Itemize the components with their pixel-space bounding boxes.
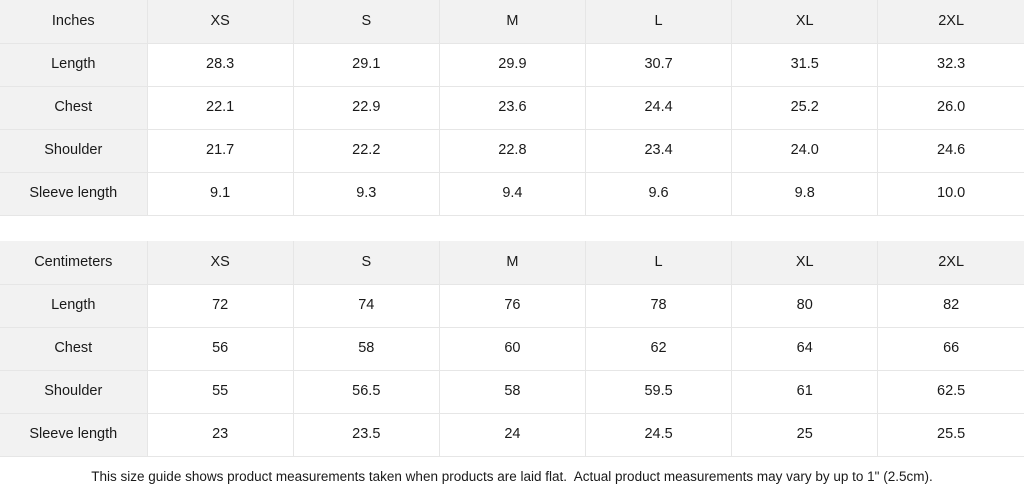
cell-length-2xl: 82 [877,284,1024,328]
cell-chest-s: 58 [293,327,440,371]
table-row: Length 72 74 76 78 80 82 [0,284,1024,328]
row-label-sleeve-length: Sleeve length [0,172,148,215]
cell-sleeve-length-xl: 9.8 [731,172,879,215]
cell-chest-2xl: 66 [877,327,1024,371]
cell-sleeve-length-l: 24.5 [585,413,733,456]
unit-label-inches: Inches [0,0,148,44]
cell-length-m: 29.9 [439,43,586,87]
table-row: Shoulder 55 56.5 58 59.5 61 62.5 [0,370,1024,414]
cell-shoulder-xs: 21.7 [147,129,294,173]
cell-shoulder-xl: 61 [731,370,879,414]
cell-sleeve-length-m: 24 [439,413,586,456]
cell-sleeve-length-xs: 23 [147,413,294,456]
cell-chest-xs: 56 [147,327,294,371]
row-label-chest: Chest [0,86,148,130]
row-label-shoulder: Shoulder [0,129,148,173]
table-row: Chest 22.1 22.9 23.6 24.4 25.2 26.0 [0,86,1024,130]
column-header-l: L [585,241,733,285]
cell-sleeve-length-l: 9.6 [585,172,733,215]
cell-chest-xl: 25.2 [731,86,879,130]
column-header-xl: XL [731,0,879,44]
column-header-2xl: 2XL [877,0,1024,44]
cell-sleeve-length-2xl: 25.5 [877,413,1024,456]
table-row: Sleeve length 23 23.5 24 24.5 25 25.5 [0,413,1024,456]
column-header-m: M [439,0,586,44]
cell-shoulder-m: 22.8 [439,129,586,173]
cell-sleeve-length-xl: 25 [731,413,879,456]
column-header-m: M [439,241,586,285]
cell-sleeve-length-2xl: 10.0 [877,172,1024,215]
row-label-sleeve-length: Sleeve length [0,413,148,456]
row-label-chest: Chest [0,327,148,371]
row-label-shoulder: Shoulder [0,370,148,414]
table-row: Sleeve length 9.1 9.3 9.4 9.6 9.8 10.0 [0,172,1024,215]
cell-shoulder-xl: 24.0 [731,129,879,173]
cell-chest-m: 60 [439,327,586,371]
column-header-xs: XS [147,0,294,44]
table-row: Chest 56 58 60 62 64 66 [0,327,1024,371]
inches-table-body: Length 28.3 29.1 29.9 30.7 31.5 32.3 Che… [0,43,1024,215]
column-header-xs: XS [147,241,294,285]
cell-shoulder-l: 23.4 [585,129,733,173]
centimeters-table-body: Length 72 74 76 78 80 82 Chest 56 58 60 … [0,284,1024,456]
cell-chest-m: 23.6 [439,86,586,130]
inches-table-header: Inches XS S M L XL 2XL [0,0,1024,44]
inches-table-block: Inches XS S M L XL 2XL Length 28.3 29.1 … [0,0,1024,216]
cell-chest-xl: 64 [731,327,879,371]
cell-length-m: 76 [439,284,586,328]
cell-sleeve-length-m: 9.4 [439,172,586,215]
cell-chest-l: 24.4 [585,86,733,130]
cell-sleeve-length-xs: 9.1 [147,172,294,215]
cell-shoulder-l: 59.5 [585,370,733,414]
cell-length-s: 74 [293,284,440,328]
table-row: Length 28.3 29.1 29.9 30.7 31.5 32.3 [0,43,1024,87]
size-guide-footnote: This size guide shows product measuremen… [0,457,1024,496]
inches-size-table: Inches XS S M L XL 2XL Length 28.3 29.1 … [0,0,1024,215]
cell-shoulder-s: 22.2 [293,129,440,173]
centimeters-table-block: Centimeters XS S M L XL 2XL Length 72 74… [0,241,1024,457]
column-header-2xl: 2XL [877,241,1024,285]
column-header-xl: XL [731,241,879,285]
column-header-s: S [293,241,440,285]
cell-chest-2xl: 26.0 [877,86,1024,130]
cell-sleeve-length-s: 9.3 [293,172,440,215]
cell-shoulder-xs: 55 [147,370,294,414]
cell-sleeve-length-s: 23.5 [293,413,440,456]
unit-label-centimeters: Centimeters [0,241,148,285]
header-row: Inches XS S M L XL 2XL [0,0,1024,44]
centimeters-table-header: Centimeters XS S M L XL 2XL [0,241,1024,285]
cell-length-xl: 80 [731,284,879,328]
cell-chest-l: 62 [585,327,733,371]
centimeters-size-table: Centimeters XS S M L XL 2XL Length 72 74… [0,241,1024,456]
header-row: Centimeters XS S M L XL 2XL [0,241,1024,285]
cell-length-xl: 31.5 [731,43,879,87]
row-label-length: Length [0,284,148,328]
cell-shoulder-m: 58 [439,370,586,414]
cell-length-l: 78 [585,284,733,328]
cell-shoulder-s: 56.5 [293,370,440,414]
cell-shoulder-2xl: 62.5 [877,370,1024,414]
table-row: Shoulder 21.7 22.2 22.8 23.4 24.0 24.6 [0,129,1024,173]
cell-length-l: 30.7 [585,43,733,87]
cell-chest-xs: 22.1 [147,86,294,130]
cell-chest-s: 22.9 [293,86,440,130]
column-header-s: S [293,0,440,44]
cell-length-2xl: 32.3 [877,43,1024,87]
cell-length-s: 29.1 [293,43,440,87]
table-separator-gap [0,216,1024,241]
cell-shoulder-2xl: 24.6 [877,129,1024,173]
column-header-l: L [585,0,733,44]
cell-length-xs: 72 [147,284,294,328]
cell-length-xs: 28.3 [147,43,294,87]
row-label-length: Length [0,43,148,87]
